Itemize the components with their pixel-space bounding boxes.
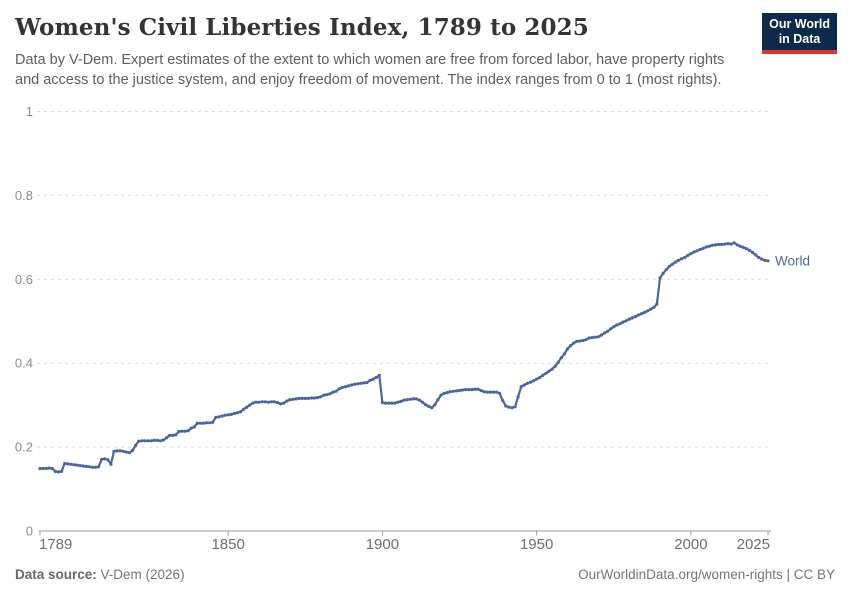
chart-subtitle-line2: and access to the justice system, and en… — [15, 72, 722, 88]
chart-subtitle-line1: Data by V-Dem. Expert estimates of the e… — [15, 52, 725, 68]
svg-text:0.2: 0.2 — [15, 440, 33, 455]
owid-logo-line1: Our World — [769, 17, 830, 31]
series-world[interactable] — [38, 241, 770, 474]
svg-text:1950: 1950 — [520, 536, 553, 553]
chart-title: Women's Civil Liberties Index, 1789 to 2… — [15, 14, 589, 41]
series-point-markers — [38, 241, 770, 474]
svg-text:0.6: 0.6 — [15, 272, 33, 287]
owid-citation-link[interactable]: OurWorldinData.org/women-rights | CC BY — [578, 567, 835, 582]
svg-text:0.4: 0.4 — [15, 356, 33, 371]
gridlines — [37, 111, 771, 448]
data-source-label: Data source: — [15, 567, 97, 582]
svg-text:1850: 1850 — [211, 536, 244, 553]
svg-text:1: 1 — [26, 104, 33, 119]
svg-text:1789: 1789 — [39, 536, 72, 553]
chart-header: Women's Civil Liberties Index, 1789 to 2… — [15, 14, 760, 90]
svg-text:2000: 2000 — [674, 536, 707, 553]
x-axis — [39, 530, 771, 536]
owid-logo-line2: in Data — [778, 32, 821, 46]
y-axis-labels: 0 0.2 0.4 0.6 0.8 1 — [15, 104, 33, 539]
chart-subtitle: Data by V-Dem. Expert estimates of the e… — [15, 50, 760, 90]
series-label-world[interactable]: World — [775, 253, 810, 268]
svg-text:0.8: 0.8 — [15, 188, 33, 203]
svg-text:2025: 2025 — [737, 536, 770, 553]
data-source: Data source: V-Dem (2026) — [15, 567, 185, 582]
chart-footer: Data source: V-Dem (2026) OurWorldinData… — [15, 567, 835, 582]
x-axis-labels: 1789 1850 1900 1950 2000 2025 — [39, 536, 770, 553]
svg-text:0: 0 — [26, 524, 33, 539]
owid-logo[interactable]: Our World in Data — [762, 13, 837, 54]
data-source-value: V-Dem (2026) — [96, 567, 185, 582]
svg-text:1900: 1900 — [366, 536, 399, 553]
